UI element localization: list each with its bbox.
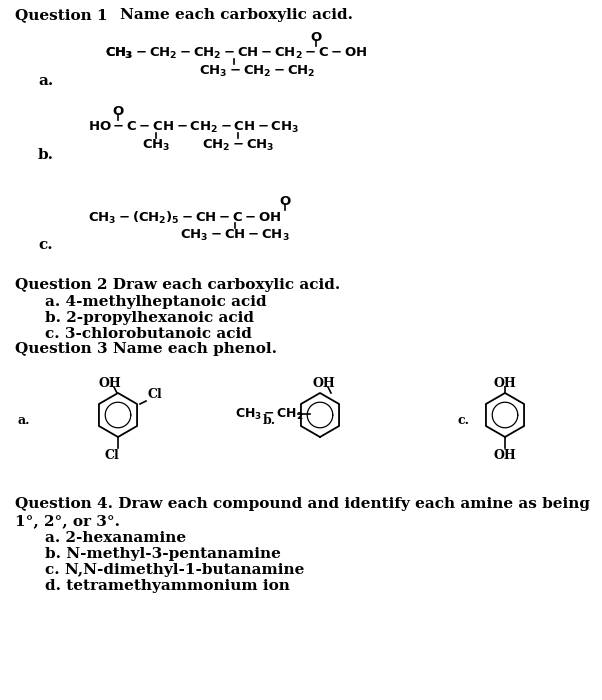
Text: Cl: Cl — [147, 389, 162, 402]
Text: b. N-methyl-3-pentanamine: b. N-methyl-3-pentanamine — [45, 547, 281, 561]
Text: Question 3 Name each phenol.: Question 3 Name each phenol. — [15, 342, 277, 356]
Text: $\mathbf{CH_3 - (CH_2)_5 - CH - C - OH}$: $\mathbf{CH_3 - (CH_2)_5 - CH - C - OH}$ — [88, 210, 281, 226]
Text: a. 2-hexanamine: a. 2-hexanamine — [45, 531, 186, 545]
Text: OH: OH — [494, 377, 517, 390]
Text: $\mathbf{O}$: $\mathbf{O}$ — [279, 195, 291, 208]
Text: c. N,N-dimethyl-1-butanamine: c. N,N-dimethyl-1-butanamine — [45, 563, 305, 577]
Text: b. 2-propylhexanoic acid: b. 2-propylhexanoic acid — [45, 311, 254, 325]
Text: OH: OH — [494, 449, 517, 462]
Text: d. tetramethyammonium ion: d. tetramethyammonium ion — [45, 579, 290, 593]
Text: $\mathbf{CH_3 - CH_2}$: $\mathbf{CH_3 - CH_2}$ — [235, 407, 303, 422]
Text: Name each carboxylic acid.: Name each carboxylic acid. — [120, 8, 353, 22]
Text: Cl: Cl — [105, 449, 119, 462]
Text: $\mathbf{CH_3}$: $\mathbf{CH_3}$ — [105, 46, 132, 61]
Text: OH: OH — [99, 377, 122, 390]
Text: $\mathbf{CH_3}$: $\mathbf{CH_3}$ — [141, 138, 170, 153]
Text: Question 4. Draw each compound and identify each amine as being: Question 4. Draw each compound and ident… — [15, 497, 590, 511]
Text: OH: OH — [312, 377, 335, 390]
Text: b.: b. — [263, 414, 276, 426]
Text: $\mathbf{O}$: $\mathbf{O}$ — [309, 31, 322, 44]
Text: b.: b. — [38, 148, 54, 162]
Text: $\mathbf{O}$: $\mathbf{O}$ — [112, 105, 124, 118]
Text: a.: a. — [38, 74, 53, 88]
Text: a. 4-methylheptanoic acid: a. 4-methylheptanoic acid — [45, 295, 267, 309]
Text: Question 1: Question 1 — [15, 8, 108, 22]
Text: c. 3-chlorobutanoic acid: c. 3-chlorobutanoic acid — [45, 327, 252, 341]
Text: Question 2 Draw each carboxylic acid.: Question 2 Draw each carboxylic acid. — [15, 278, 340, 292]
Text: $\mathbf{CH_2 - CH_3}$: $\mathbf{CH_2 - CH_3}$ — [202, 138, 275, 153]
Text: a.: a. — [18, 414, 31, 426]
Text: $\mathbf{CH_3 - CH_2 - CH_2}$: $\mathbf{CH_3 - CH_2 - CH_2}$ — [199, 64, 315, 79]
Text: c.: c. — [458, 414, 470, 426]
Text: 1°, 2°, or 3°.: 1°, 2°, or 3°. — [15, 514, 120, 528]
Text: $\mathbf{CH_3 - CH - CH_3}$: $\mathbf{CH_3 - CH - CH_3}$ — [180, 228, 290, 243]
Text: $\mathbf{HO - C - CH - CH_2 - CH - CH_3}$: $\mathbf{HO - C - CH - CH_2 - CH - CH_3}… — [88, 120, 299, 135]
Text: c.: c. — [38, 238, 52, 252]
Text: $\mathbf{CH_3 - CH_2 - CH_2 - CH - CH_2 - C - OH}$: $\mathbf{CH_3 - CH_2 - CH_2 - CH - CH_2 … — [105, 46, 367, 61]
